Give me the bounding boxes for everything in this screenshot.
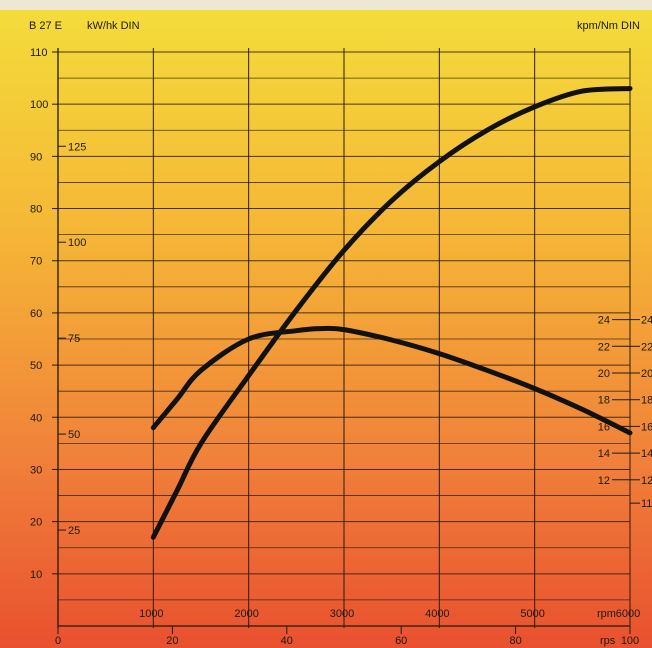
torque-tick-label: 12 bbox=[598, 475, 610, 487]
rps-tick-label: 20 bbox=[166, 635, 178, 647]
rpm-tick-label: 1000 bbox=[139, 608, 163, 620]
kw-tick-label: 90 bbox=[30, 151, 42, 163]
kw-tick-label: 100 bbox=[30, 99, 48, 111]
series-curves bbox=[150, 86, 633, 540]
hk-tick-label: 125 bbox=[68, 141, 86, 153]
torque-tick-label: 20 bbox=[598, 368, 610, 380]
rpm-tick-label: 6000 bbox=[616, 608, 640, 620]
rps-tick-label: 80 bbox=[509, 635, 521, 647]
outer-torque-tick-label: 18 bbox=[641, 395, 652, 407]
hk-tick-label: 100 bbox=[68, 237, 86, 249]
kw-tick-label: 40 bbox=[30, 412, 42, 424]
torque-tick-label: 16 bbox=[598, 421, 610, 433]
rpm-tick-label: 3000 bbox=[330, 608, 354, 620]
outer-torque-tick-label: 14 bbox=[641, 448, 652, 460]
rps-tick-label: 40 bbox=[281, 635, 293, 647]
left-unit-label: kW/hk DIN bbox=[87, 20, 140, 32]
series-line-peaked bbox=[150, 325, 633, 436]
outer-torque-tick-label: 12 bbox=[641, 475, 652, 487]
kw-tick-label: 70 bbox=[30, 256, 42, 268]
rpm-tick-label: 2000 bbox=[234, 608, 258, 620]
kw-tick-label: 30 bbox=[30, 464, 42, 476]
kw-tick-label: 60 bbox=[30, 308, 42, 320]
outer-torque-tick-label: 16 bbox=[641, 421, 652, 433]
grid bbox=[58, 48, 631, 628]
kw-tick-label: 80 bbox=[30, 204, 42, 216]
rps-tick-label: 100 bbox=[621, 635, 639, 647]
series-line-rising bbox=[150, 86, 633, 540]
outer-torque-tick-label: 11 bbox=[641, 498, 652, 510]
rps-tick-label: 60 bbox=[395, 635, 407, 647]
axes bbox=[52, 48, 640, 634]
torque-tick-label: 18 bbox=[598, 395, 610, 407]
rpm-unit-label: rpm bbox=[597, 608, 616, 620]
rpm-tick-label: 4000 bbox=[425, 608, 449, 620]
kw-tick-label: 10 bbox=[30, 569, 42, 581]
tick-labels: 1020304050607080901001102550751001251214… bbox=[30, 47, 652, 647]
torque-tick-label: 22 bbox=[598, 341, 610, 353]
rps-unit-label: rps bbox=[600, 635, 616, 647]
rpm-tick-label: 5000 bbox=[520, 608, 544, 620]
kw-tick-label: 110 bbox=[30, 47, 48, 59]
hk-tick-label: 25 bbox=[68, 525, 80, 537]
hk-tick-label: 75 bbox=[68, 333, 80, 345]
rps-tick-label: 0 bbox=[55, 635, 61, 647]
kw-tick-label: 20 bbox=[30, 517, 42, 529]
outer-torque-tick-label: 20 bbox=[641, 368, 652, 380]
torque-tick-label: 14 bbox=[598, 448, 610, 460]
outer-torque-tick-label: 22 bbox=[641, 341, 652, 353]
outer-torque-tick-label: 24 bbox=[641, 315, 652, 327]
kw-tick-label: 50 bbox=[30, 360, 42, 372]
model-label: B 27 E bbox=[29, 20, 62, 32]
torque-tick-label: 24 bbox=[598, 315, 610, 327]
right-unit-label: kpm/Nm DIN bbox=[577, 20, 640, 32]
hk-tick-label: 50 bbox=[68, 429, 80, 441]
